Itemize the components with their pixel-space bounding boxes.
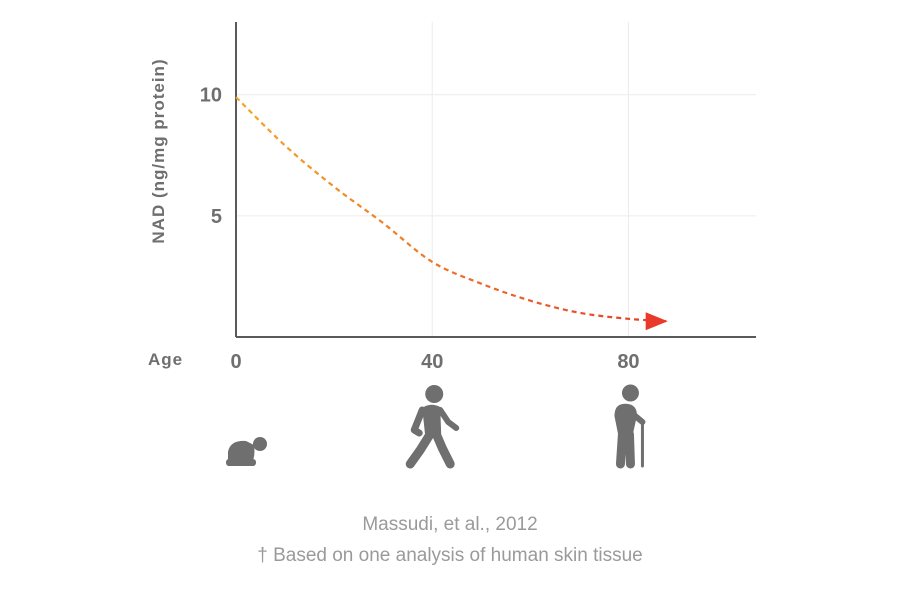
y-axis-label: NAD (ng/mg protein) [149, 58, 168, 243]
x-axis-label: Age [148, 350, 183, 369]
y-tick-label: 10 [200, 85, 222, 107]
x-tick-label: 80 [617, 351, 639, 373]
age-icons [226, 384, 646, 469]
tick-labels: 5 10 0 40 80 [200, 85, 640, 373]
series-nad [235, 96, 668, 331]
series-arrowhead [645, 312, 668, 331]
walking-adult-icon [405, 385, 460, 469]
x-tick-label: 40 [421, 351, 443, 373]
source-footnote: † Based on one analysis of human skin ti… [257, 545, 643, 566]
x-tick-label: 0 [230, 351, 241, 373]
crawling-baby-icon [226, 437, 267, 466]
elderly-with-cane-icon [614, 384, 646, 469]
source-citation: Massudi, et al., 2012 [362, 514, 538, 535]
grid-lines [236, 22, 756, 337]
axes [235, 22, 756, 338]
nad-series-line [235, 96, 668, 323]
y-tick-label: 5 [211, 206, 222, 228]
